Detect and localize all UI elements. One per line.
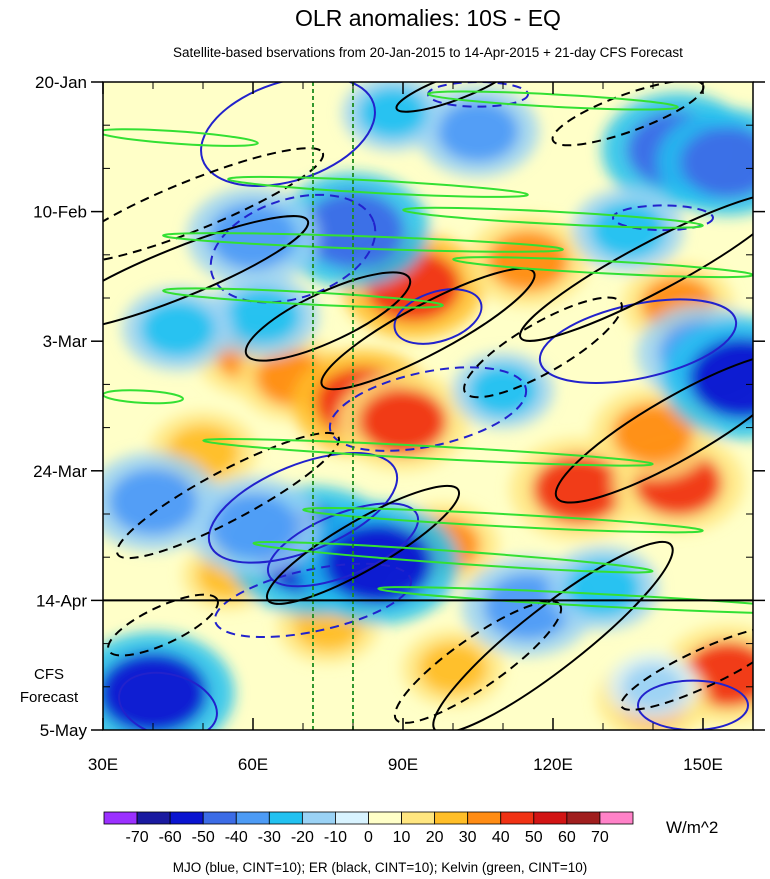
anomaly-core-6 xyxy=(532,455,624,524)
colorbar-swatch-13 xyxy=(533,811,568,825)
kelvin-contour-2 xyxy=(402,206,704,229)
colorbar-swatch-6 xyxy=(301,811,336,825)
forecast-label-line2: Forecast xyxy=(20,689,79,706)
anomaly-core-36 xyxy=(622,664,684,710)
contour-series-er xyxy=(103,82,753,730)
anomaly-core-35 xyxy=(359,87,427,139)
colorbar-swatch-3 xyxy=(202,811,237,825)
kelvin-contour-1 xyxy=(227,175,529,198)
colorbar-label-4: -30 xyxy=(258,829,281,846)
y-tick-label-5: 5-May xyxy=(40,721,88,740)
x-tick-label-2: 90E xyxy=(388,755,418,774)
colorbar-swatch-7 xyxy=(335,811,369,825)
plot-area xyxy=(103,82,753,730)
kelvin-contour-6 xyxy=(202,437,654,467)
chart-title: OLR anomalies: 10S - EQ xyxy=(295,5,561,31)
x-tick-label-3: 120E xyxy=(533,755,573,774)
kelvin-contour-10 xyxy=(427,90,679,111)
y-tick-label-2: 3-Mar xyxy=(43,332,88,351)
mjo-contour-1 xyxy=(209,193,377,304)
mjo-contour-2 xyxy=(393,288,483,345)
mjo-contour-3 xyxy=(538,298,738,384)
colorbar-swatch-14 xyxy=(566,811,601,825)
mjo-contour-7 xyxy=(213,562,413,639)
anomaly-core-15 xyxy=(419,643,487,694)
forecast-label-line1: CFS xyxy=(34,666,64,683)
y-tick-label-4: 14-Apr xyxy=(36,591,87,610)
colorbar-swatch-9 xyxy=(401,811,436,825)
colorbar-label-0: -70 xyxy=(126,829,149,846)
colorbar-label-13: 60 xyxy=(558,829,576,846)
colorbar-label-2: -50 xyxy=(192,829,215,846)
er-contour-14 xyxy=(551,82,705,147)
anomaly-core-30 xyxy=(688,337,753,419)
colorbar-swatch-12 xyxy=(500,811,535,825)
anomaly-core-26 xyxy=(437,101,519,162)
colorbar-label-6: -10 xyxy=(324,829,347,846)
mjo-contour-8 xyxy=(118,671,218,730)
er-contour-5 xyxy=(554,351,753,504)
contour-legend-footer: MJO (blue, CINT=10); ER (black, CINT=10)… xyxy=(173,860,588,875)
colorbar-swatch-0 xyxy=(103,811,138,825)
kelvin-contour-3 xyxy=(162,232,564,253)
x-tick-label-1: 60E xyxy=(238,755,268,774)
colorbar-label-1: -60 xyxy=(159,829,182,846)
reference-longitude-lines xyxy=(312,82,354,730)
colorbar-label-7: 0 xyxy=(364,829,373,846)
y-tick-label-1: 10-Feb xyxy=(33,203,87,222)
colorbar-label-3: -40 xyxy=(225,829,248,846)
colorbar-label-10: 30 xyxy=(459,829,477,846)
anomaly-core-32 xyxy=(225,288,301,345)
colorbar-swatch-5 xyxy=(268,811,303,825)
contour-series-mjo xyxy=(118,82,749,730)
anomaly-core-28 xyxy=(565,560,641,616)
kelvin-contour-8 xyxy=(252,540,654,574)
kelvin-contour-9 xyxy=(377,586,753,615)
colorbar-label-8: 10 xyxy=(393,829,411,846)
mjo-contour-4 xyxy=(328,366,528,452)
anomaly-core-22 xyxy=(103,652,208,730)
colorbar-label-5: -20 xyxy=(291,829,314,846)
colorbar-label-14: 70 xyxy=(591,829,609,846)
anomaly-core-9 xyxy=(487,230,569,292)
mjo-contour-6 xyxy=(266,502,420,588)
colorbar-units: W/m^2 xyxy=(666,818,718,837)
colorbar-swatch-15 xyxy=(599,811,634,825)
er-contour-4 xyxy=(463,296,623,399)
x-tick-label-4: 150E xyxy=(683,755,723,774)
colorbar-label-9: 20 xyxy=(426,829,444,846)
mjo-contour-5 xyxy=(207,451,399,564)
er-contour-1 xyxy=(103,147,325,264)
contour-series-kelvin xyxy=(103,90,753,615)
y-tick-label-0: 20-Jan xyxy=(35,73,87,92)
anomaly-core-3 xyxy=(359,388,447,455)
kelvin-contour-5 xyxy=(162,287,444,309)
er-contour-11 xyxy=(620,625,753,711)
colorbar-swatch-2 xyxy=(169,811,204,825)
contour-overlays xyxy=(103,82,753,730)
anomaly-core-23 xyxy=(109,468,197,535)
colorbar-label-11: 40 xyxy=(492,829,510,846)
chart-subtitle: Satellite-based bservations from 20-Jan-… xyxy=(173,45,683,60)
anomaly-core-25 xyxy=(680,126,753,198)
kelvin-contour-7 xyxy=(302,507,704,534)
x-tick-label-0: 30E xyxy=(88,755,118,774)
er-contour-2 xyxy=(244,271,412,362)
colorbar-swatch-11 xyxy=(467,811,502,825)
colorbar-swatch-1 xyxy=(136,811,171,825)
mjo-contour-10 xyxy=(612,204,714,232)
colorbar-label-12: 50 xyxy=(525,829,543,846)
plot-frame xyxy=(102,81,754,731)
anomaly-core-33 xyxy=(140,301,216,357)
kelvin-contour-0 xyxy=(103,128,259,147)
anomaly-core-31 xyxy=(590,202,666,258)
y-tick-label-3: 24-Mar xyxy=(33,462,87,481)
colorbar-swatch-8 xyxy=(368,811,402,825)
colorbar-swatch-4 xyxy=(235,811,270,825)
colorbar-swatch-10 xyxy=(434,811,469,825)
colorbar: -70 -60 -50 -40 -30 -20 -10 0 10 20 30 40 50 60 70 xyxy=(103,811,634,846)
er-contour-6 xyxy=(519,192,753,342)
